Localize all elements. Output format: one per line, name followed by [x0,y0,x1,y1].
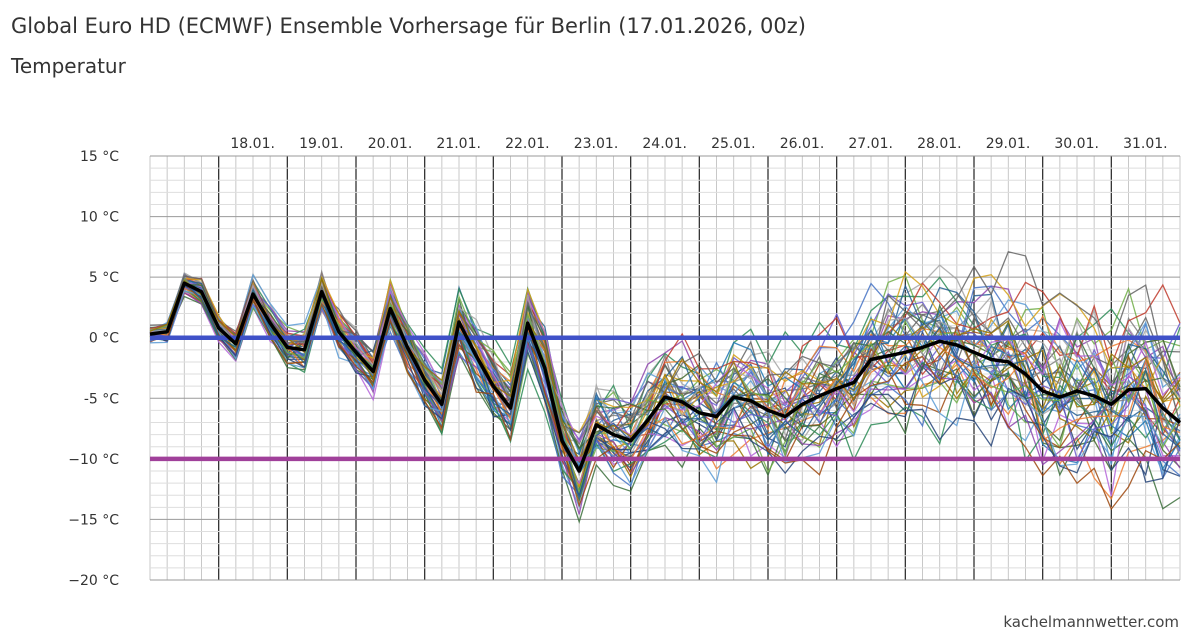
axis-ticks: 15 °C 10 °C 5 °C 0 °C -5 °C −10 °C −15 °C −20 °… [68,136,1167,589]
x-day-label: 19.01. [299,136,344,152]
x-day-label: 20.01. [368,136,413,152]
y-tick-label: 10 °C [80,210,119,226]
control-run-line [149,281,1182,473]
x-day-label: 24.01. [642,136,687,152]
x-day-label: 21.01. [436,136,481,152]
x-day-label: 29.01. [986,136,1031,152]
x-day-label: 26.01. [780,136,825,152]
y-tick-label: 0 °C [89,331,119,347]
x-day-label: 25.01. [711,136,756,152]
y-tick-label: −20 °C [68,573,119,589]
credits-link[interactable]: kachelmannwetter.com [1003,613,1179,631]
x-day-label: 30.01. [1054,136,1099,152]
x-day-label: 23.01. [574,136,619,152]
y-tick-label: −15 °C [68,512,119,528]
ensemble-member-line [149,278,1181,496]
x-day-label: 18.01. [230,136,275,152]
y-tick-label: -5 °C [84,391,119,407]
x-day-label: 22.01. [505,136,550,152]
x-day-label: 27.01. [848,136,893,152]
reference-lines [150,335,1180,462]
page-subtitle: Temperatur [11,54,126,78]
x-day-label: 28.01. [917,136,962,152]
y-tick-label: 5 °C [89,270,119,286]
y-tick-label: 15 °C [80,149,119,165]
control-run [149,281,1182,473]
page-title: Global Euro HD (ECMWF) Ensemble Vorhersa… [11,14,806,38]
y-tick-label: −10 °C [68,452,119,468]
x-day-label: 31.01. [1123,136,1168,152]
ensemble-member-line [149,276,1181,463]
ensemble-member-line [149,251,1181,434]
